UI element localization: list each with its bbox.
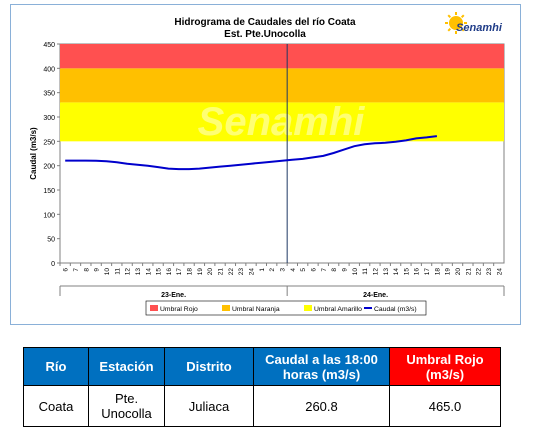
x-tick-label: 10	[104, 268, 111, 276]
cell-rio: Coata	[23, 385, 89, 427]
legend-swatch-1	[222, 305, 230, 311]
threshold-band-1	[60, 68, 504, 103]
x-tick-label: 10	[352, 268, 359, 276]
chart-title: Hidrograma de Caudales del río Coata	[174, 17, 356, 28]
series-line-caudal	[65, 135, 438, 171]
cell-umbral-rojo: 465.0	[389, 385, 501, 427]
day-label-1: 23-Ene.	[161, 292, 186, 299]
y-tick-label: 200	[43, 164, 55, 171]
x-tick-label: 18	[187, 268, 194, 276]
header-rio: Río	[23, 347, 89, 386]
threshold-band-2	[60, 44, 504, 69]
legend-label-2: Umbral Amarillo	[314, 306, 362, 313]
y-tick-label: 450	[43, 42, 55, 49]
x-tick-label: 23	[238, 268, 245, 276]
x-tick-label: 13	[135, 268, 142, 276]
x-tick-label: 16	[166, 268, 173, 276]
cell-caudal: 260.8	[253, 385, 390, 427]
x-tick-label: 19	[197, 268, 204, 276]
logo-text: Senamhi	[456, 22, 503, 34]
day-label-2: 24-Ene.	[363, 292, 388, 299]
x-tick-label: 1	[259, 268, 266, 272]
x-tick-label: 9	[341, 268, 348, 272]
x-tick-label: 6	[310, 268, 317, 272]
legend-swatch-2	[304, 305, 312, 311]
y-tick-label: 50	[47, 237, 55, 244]
sun-logo-icon	[449, 16, 463, 30]
watermark-text: Senamhi	[198, 100, 366, 144]
x-tick-label: 15	[403, 268, 410, 276]
x-tick-label: 8	[83, 268, 90, 272]
threshold-band-0	[60, 102, 504, 142]
x-tick-label: 8	[331, 268, 338, 272]
x-tick-label: 19	[445, 268, 452, 276]
x-tick-label: 14	[393, 268, 400, 276]
chart-subtitle: Est. Pte.Unocolla	[224, 29, 306, 40]
flow-summary-table: Río Estación Distrito Caudal a las 18:00…	[23, 347, 501, 427]
y-tick-label: 300	[43, 115, 55, 122]
x-tick-label: 9	[94, 268, 101, 272]
y-tick-label: 100	[43, 212, 55, 219]
x-tick-label: 17	[176, 268, 183, 276]
x-tick-label: 24	[249, 268, 256, 276]
x-tick-label: 13	[383, 268, 390, 276]
x-tick-label: 16	[414, 268, 421, 276]
x-tick-label: 3	[280, 268, 287, 272]
chart-frame: Hidrograma de Caudales del río Coata Est.…	[10, 4, 521, 325]
y-tick-label: 0	[51, 261, 55, 268]
x-tick-label: 11	[362, 268, 369, 275]
table-row: Coata Pte. Unocolla Juliaca 260.8 465.0	[23, 385, 501, 427]
header-estacion: Estación	[88, 347, 165, 386]
legend-label-0: Umbral Rojo	[160, 306, 198, 313]
sun-ray-icon	[460, 27, 465, 32]
x-tick-label: 11	[114, 268, 121, 275]
cell-distrito: Juliaca	[164, 385, 254, 427]
header-distrito: Distrito	[164, 347, 254, 386]
header-caudal: Caudal a las 18:00 horas (m3/s)	[253, 347, 390, 386]
cell-estacion: Pte. Unocolla	[88, 385, 165, 427]
y-tick-label: 250	[43, 139, 55, 146]
legend-swatch-0	[150, 305, 158, 311]
x-tick-label: 20	[207, 268, 214, 276]
x-tick-label: 21	[218, 268, 225, 276]
x-tick-label: 24	[496, 268, 503, 276]
x-tick-label: 21	[465, 268, 472, 276]
x-tick-label: 6	[63, 268, 70, 272]
x-tick-label: 12	[372, 268, 379, 276]
sun-ray-icon	[460, 14, 465, 19]
sun-ray-icon	[447, 27, 452, 32]
x-tick-label: 22	[476, 268, 483, 276]
x-tick-label: 7	[321, 268, 328, 272]
legend-label-1: Umbral Naranja	[232, 306, 280, 313]
table-header-row: Río Estación Distrito Caudal a las 18:00…	[23, 347, 501, 386]
sun-ray-icon	[447, 14, 452, 19]
x-tick-label: 23	[486, 268, 493, 276]
x-tick-label: 7	[73, 268, 80, 272]
hydrograph-chart: Hidrograma de Caudales del río CoataEst.…	[29, 12, 505, 316]
x-tick-label: 17	[424, 268, 431, 276]
x-tick-label: 12	[125, 268, 132, 276]
x-tick-label: 5	[300, 268, 307, 272]
x-tick-label: 14	[145, 268, 152, 276]
x-tick-label: 18	[434, 268, 441, 276]
header-umbral-rojo: Umbral Rojo (m3/s)	[389, 347, 501, 386]
y-tick-label: 400	[43, 66, 55, 73]
x-tick-label: 20	[455, 268, 462, 276]
x-tick-label: 22	[228, 268, 235, 276]
x-tick-label: 4	[290, 268, 297, 272]
legend-box	[145, 300, 427, 316]
y-tick-label: 150	[43, 188, 55, 195]
y-tick-label: 350	[43, 91, 55, 98]
legend-label-3: Caudal (m3/s)	[374, 306, 417, 313]
x-tick-label: 2	[269, 268, 276, 272]
x-tick-label: 15	[156, 268, 163, 276]
y-axis-label: Caudal (m3/s)	[29, 127, 38, 180]
